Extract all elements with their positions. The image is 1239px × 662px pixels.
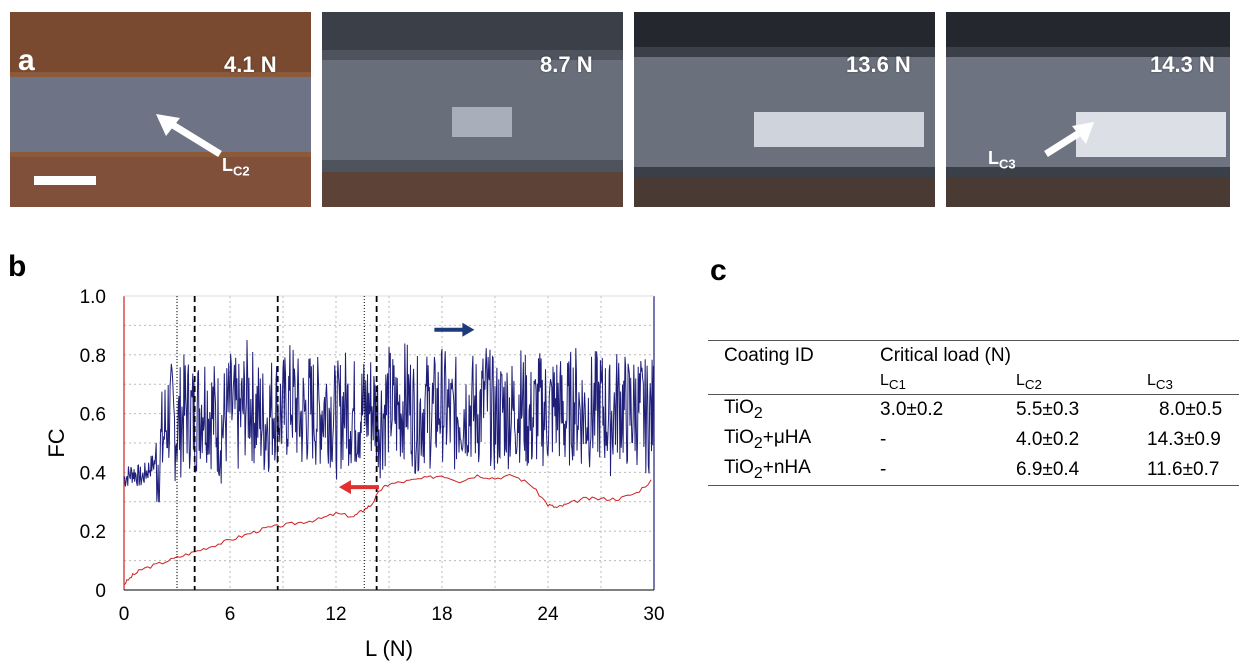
coating-name: TiO	[724, 456, 754, 478]
coating-sub: 2	[753, 464, 763, 482]
row-lc2: 4.0±0.2	[1016, 428, 1080, 450]
arrow-icon-lc2	[156, 114, 222, 157]
panel-b-letter: b	[8, 250, 27, 283]
arrow-icon-lc3	[1044, 122, 1094, 157]
subheader-lc2-main: L	[1016, 372, 1025, 389]
row-coating-id: TiO2+μHA	[708, 425, 864, 455]
y-tick-label: 0.2	[80, 522, 106, 543]
table-row: TiO2 3.0±0.2 5.5±0.3 8.0±0.5	[708, 395, 1239, 425]
critical-load-table: Coating ID Critical load (N) LC1 LC2 LC3…	[708, 340, 1239, 486]
scale-bar	[34, 176, 96, 185]
lc3-label-sub: C3	[999, 156, 1016, 172]
panel-a-letter: a	[18, 44, 35, 77]
x-tick-label: 6	[225, 604, 236, 625]
subheader-lc3: LC3	[1131, 370, 1239, 396]
series-load-line	[123, 473, 652, 586]
micrograph-2-texture	[322, 12, 623, 207]
table-row: TiO2+nHA - 6.9±0.4 11.6±0.7	[708, 454, 1239, 486]
lc2-label: LC2	[222, 155, 250, 179]
subheader-lc3-main: L	[1147, 372, 1156, 389]
row-lc3: 8.0±0.5	[1159, 399, 1223, 421]
load-label-4: 14.3 N	[1150, 52, 1215, 77]
x-tick-label: 24	[537, 604, 559, 625]
row-lc2: 5.5±0.3	[1016, 399, 1080, 421]
subheader-lc2-sub: C2	[1024, 377, 1042, 393]
panel-c-letter: c	[710, 254, 727, 287]
table-subheader-row: LC1 LC2 LC3	[708, 370, 1239, 396]
header-critical-load: Critical load (N)	[864, 340, 1239, 370]
y-axis-title: FC	[44, 428, 69, 457]
row-coating-id: TiO2	[708, 395, 864, 425]
row-lc1: -	[864, 454, 1000, 486]
y-tick-label: 0	[95, 581, 106, 602]
x-tick-label: 0	[119, 604, 130, 625]
x-tick-label: 18	[431, 604, 452, 625]
micrograph-2	[322, 12, 623, 207]
lc3-label: LC3	[988, 148, 1016, 172]
row-coating-id: TiO2+nHA	[708, 454, 864, 486]
lc3-label-main: L	[988, 148, 999, 168]
y-tick-label: 0.6	[80, 405, 106, 426]
left-arrow-head-icon	[338, 480, 351, 495]
y-tick-label: 0.4	[80, 463, 107, 484]
x-tick-label: 12	[325, 604, 346, 625]
micrograph-3-texture	[634, 12, 935, 207]
coating-name: TiO	[724, 426, 754, 448]
y-tick-label: 0.8	[80, 346, 106, 367]
subheader-lc1: LC1	[864, 370, 1000, 396]
row-lc3: 14.3±0.9	[1147, 428, 1221, 450]
load-label-2: 8.7 N	[540, 52, 593, 77]
row-lc3: 11.6±0.7	[1131, 454, 1239, 486]
row-lc1: 3.0±0.2	[880, 399, 944, 421]
right-arrow-head-icon	[462, 322, 475, 337]
coating-sub: 2	[753, 434, 763, 452]
table-row: TiO2+μHA - 4.0±0.2 14.3±0.9	[708, 425, 1239, 455]
load-label-3: 13.6 N	[846, 52, 911, 77]
header-coating-id: Coating ID	[708, 340, 864, 370]
micrograph-1-texture	[10, 12, 311, 207]
x-tick-label: 30	[643, 604, 664, 625]
series-friction-coefficient-line	[123, 339, 654, 503]
micrograph-4	[946, 12, 1230, 207]
x-axis-title: L (N)	[365, 636, 413, 661]
micrograph-4-texture	[946, 12, 1230, 207]
subheader-lc1-sub: C1	[888, 377, 906, 393]
load-label-1: 4.1 N	[224, 52, 277, 77]
row-lc2: 6.9±0.4	[1000, 454, 1131, 486]
coating-sub: 2	[753, 404, 763, 422]
coating-name: TiO	[724, 397, 754, 419]
subheader-lc1-main: L	[880, 372, 889, 389]
friction-chart: 0 6 12 18 24 30 0 0.2 0.4 0.6 0.8 1.0 L (N) FC	[44, 287, 665, 661]
micrograph-3	[634, 12, 935, 207]
y-tick-label: 1.0	[80, 287, 106, 308]
row-lc1: -	[880, 428, 887, 450]
lc2-label-sub: C2	[233, 163, 250, 179]
subheader-lc2: LC2	[1000, 370, 1131, 396]
coating-suffix: +μHA	[762, 426, 812, 448]
table-header-row: Coating ID Critical load (N)	[708, 340, 1239, 370]
coating-suffix: +nHA	[762, 456, 811, 478]
subheader-lc3-sub: C3	[1155, 377, 1173, 393]
lc2-label-main: L	[222, 155, 233, 175]
micrograph-1	[10, 12, 311, 207]
